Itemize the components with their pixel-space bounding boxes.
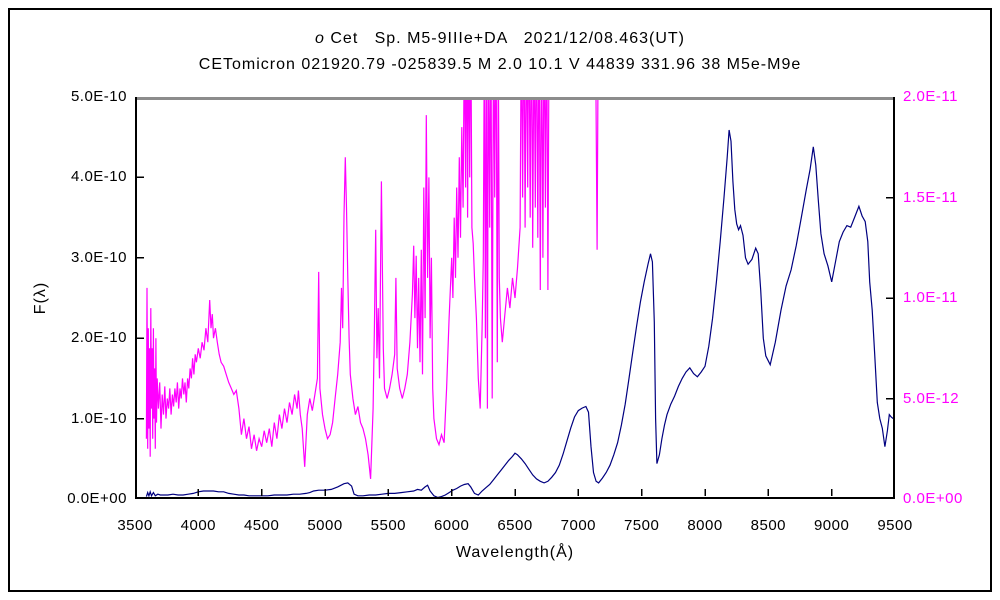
y-tick-label-left: 3.0E-10 [70,248,127,266]
x-tick-label: 8000 [687,517,723,534]
x-axis-title: Wavelength(Å) [455,544,575,561]
star-designation: o [315,30,325,47]
x-tick-label: 3500 [117,517,153,534]
chart-subtitle: CETomicron 021920.79 -025839.5 M 2.0 10.… [198,56,802,73]
x-tick-label: 6500 [497,517,533,534]
spectra-lines [145,98,894,499]
y-tick-label-right: 5.0E-12 [903,389,960,407]
y-tick-label-left: 1.0E-10 [70,409,127,427]
x-tick-label: 5500 [370,517,407,534]
y-tick-label-right: 1.5E-11 [903,188,958,206]
y-tick-label-right: 2.0E-11 [903,88,958,105]
spectrum-plot [135,97,895,499]
chart-title: o Cet Sp. M5-9IIIe+DA 2021/12/08.463(UT) [0,30,1000,48]
x-tick-label: 7000 [560,517,597,534]
flux-spectrum-navy-line [145,129,894,499]
y-tick-label-right: 1.0E-11 [903,289,958,306]
y-tick-label-left: 2.0E-10 [70,329,127,347]
x-tick-label: 9500 [877,517,913,534]
x-tick-label: 5000 [307,517,343,534]
x-tick-label: 8500 [750,517,787,534]
y-tick-label-right: 0.0E+00 [903,490,963,507]
y-tick-label-left: 0.0E+00 [67,490,127,507]
x-tick-label: 4500 [243,517,280,534]
x-tick-label: 4000 [180,517,217,534]
x-tick-label: 6000 [433,517,470,534]
scaled-spectrum-magenta-line [145,98,599,479]
x-tick-label: 9000 [813,517,850,534]
x-tick-label: 7500 [623,517,660,534]
y-tick-label-left: 5.0E-10 [70,88,127,105]
chart-title-text: Cet Sp. M5-9IIIe+DA 2021/12/08.463(UT) [324,30,685,47]
axis-ticks [137,176,893,496]
plot-frame [135,97,895,499]
y-tick-label-left: 4.0E-10 [70,168,127,186]
plot-area [135,97,895,499]
